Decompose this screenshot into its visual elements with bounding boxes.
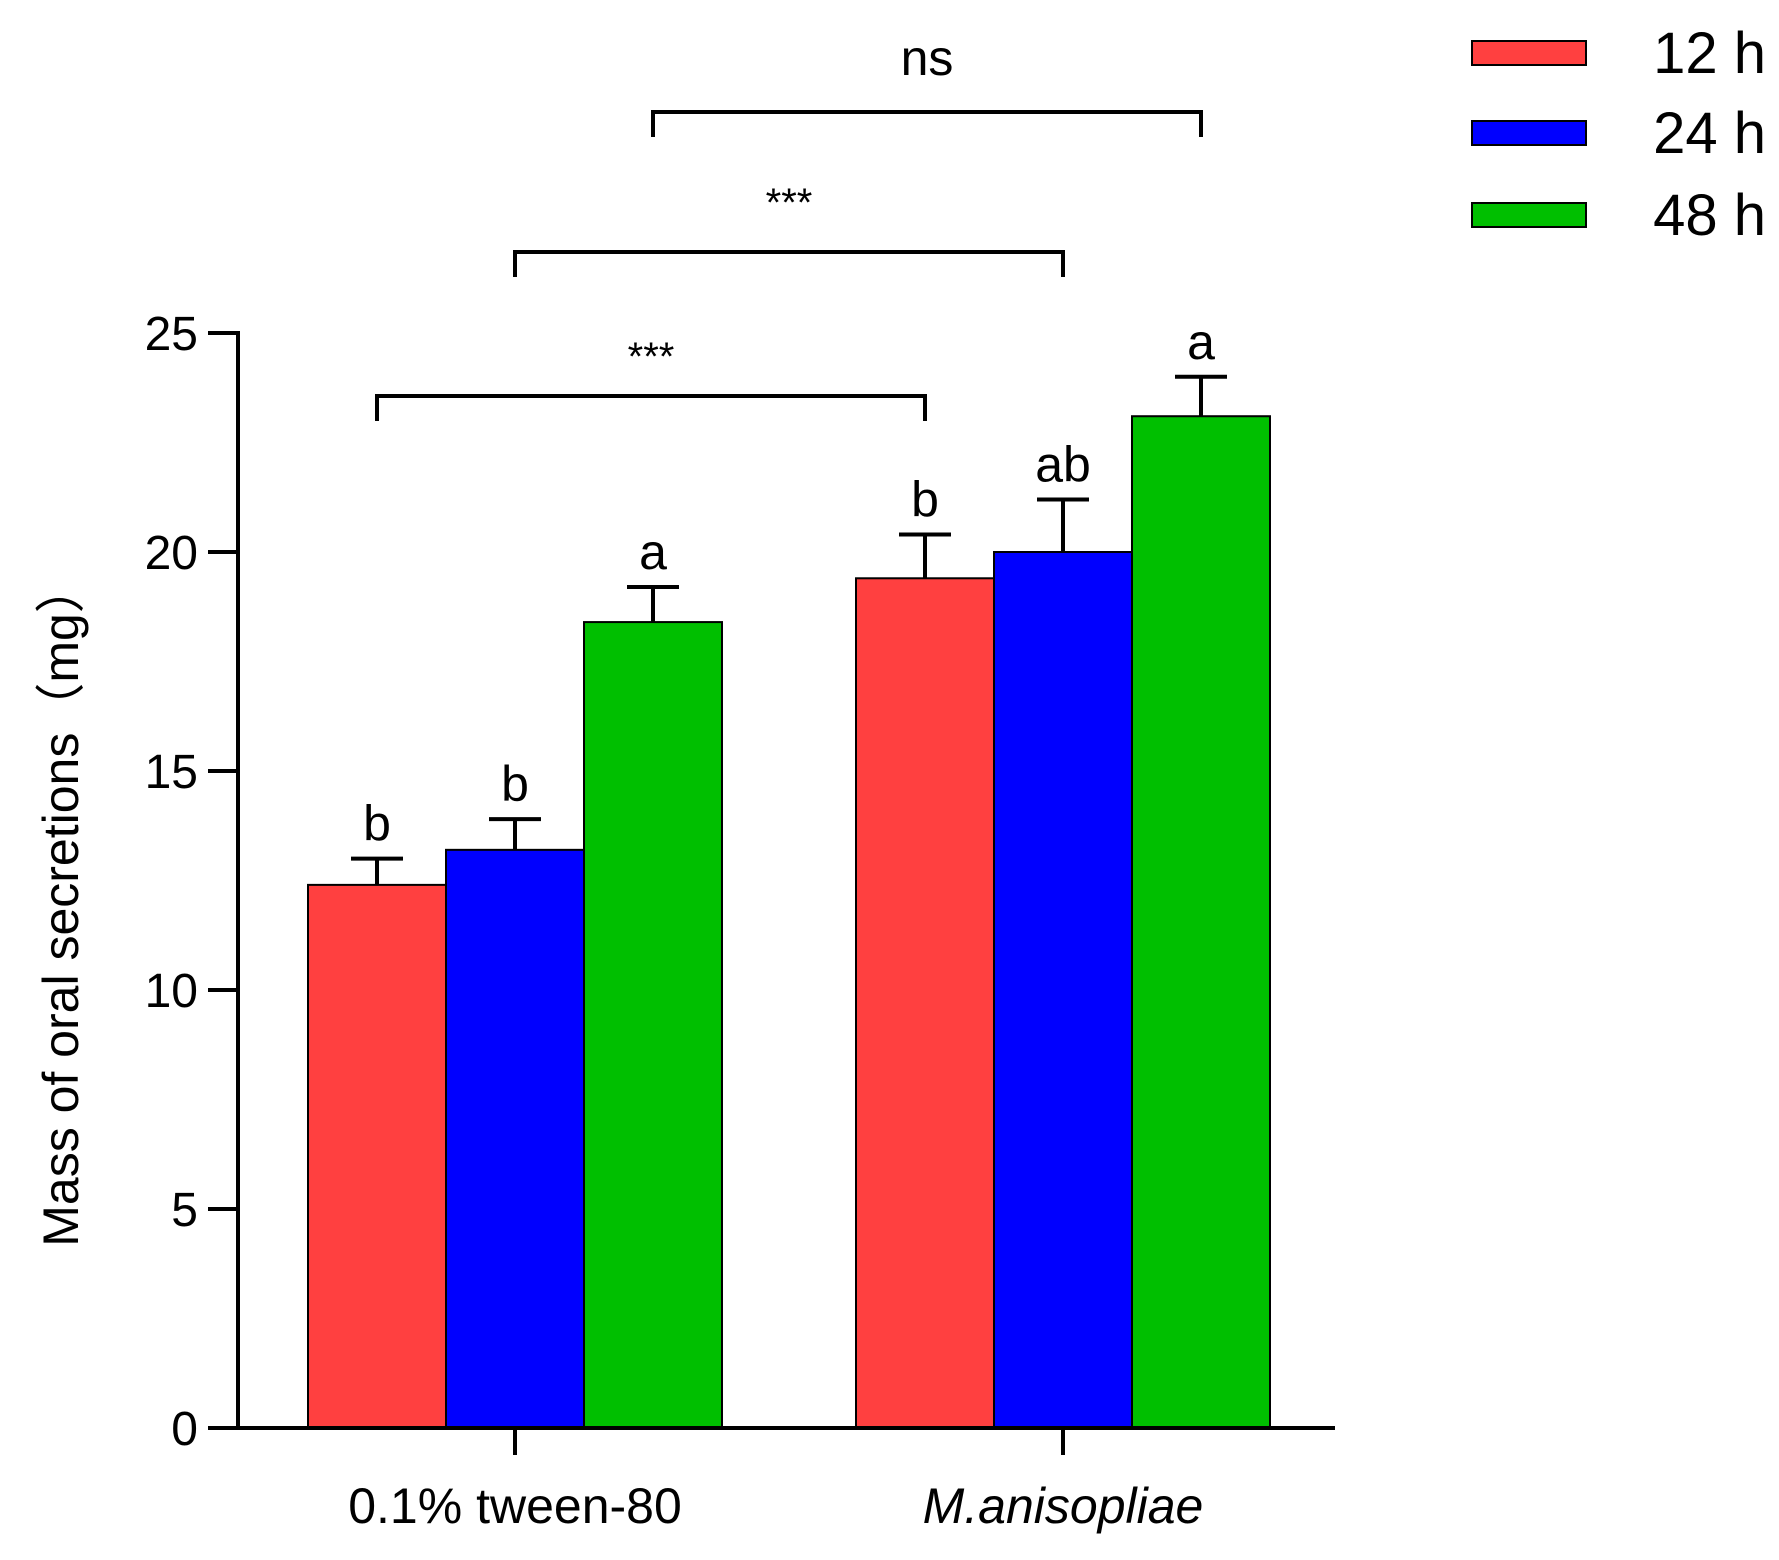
significance-letter: b	[501, 756, 529, 812]
bar-24h-cat0	[445, 848, 585, 1429]
legend-label: 48 h	[1653, 183, 1766, 248]
significance-letter: a	[639, 524, 667, 580]
y-tick-label: 20	[145, 527, 198, 580]
legend-swatch	[1471, 120, 1587, 146]
comparison-bracket	[651, 110, 1203, 137]
y-tick-label: 0	[171, 1403, 198, 1456]
comparison-label: ***	[628, 335, 675, 379]
bar-24h-cat1	[993, 551, 1133, 1429]
bar-48h-cat1	[1131, 415, 1271, 1430]
x-tick-label: M.anisopliae	[923, 1478, 1204, 1534]
y-tick-label: 15	[145, 746, 198, 799]
comparison-bracket	[513, 250, 1065, 277]
significance-letter: b	[363, 796, 391, 852]
bar-12h-cat1	[855, 577, 995, 1429]
significance-letter: ab	[1035, 436, 1091, 492]
significance-letter: b	[911, 471, 939, 527]
comparison-label: ***	[766, 181, 813, 225]
y-tick-label: 5	[171, 1184, 198, 1237]
x-tick-label: 0.1% tween-80	[348, 1478, 682, 1534]
legend-label: 24 h	[1653, 101, 1766, 166]
legend-swatch	[1471, 40, 1587, 66]
comparison-label: ns	[901, 30, 954, 86]
legend-swatch	[1471, 202, 1587, 228]
legend-label: 12 h	[1653, 21, 1766, 86]
bar-48h-cat0	[583, 621, 723, 1429]
comparison-bracket	[375, 394, 927, 421]
y-axis-title: Mass of oral secretions（mg）	[33, 563, 89, 1247]
bar-12h-cat0	[307, 883, 447, 1429]
y-tick-label: 10	[145, 965, 198, 1018]
significance-letter: a	[1187, 314, 1215, 370]
y-tick-label: 25	[145, 308, 198, 361]
